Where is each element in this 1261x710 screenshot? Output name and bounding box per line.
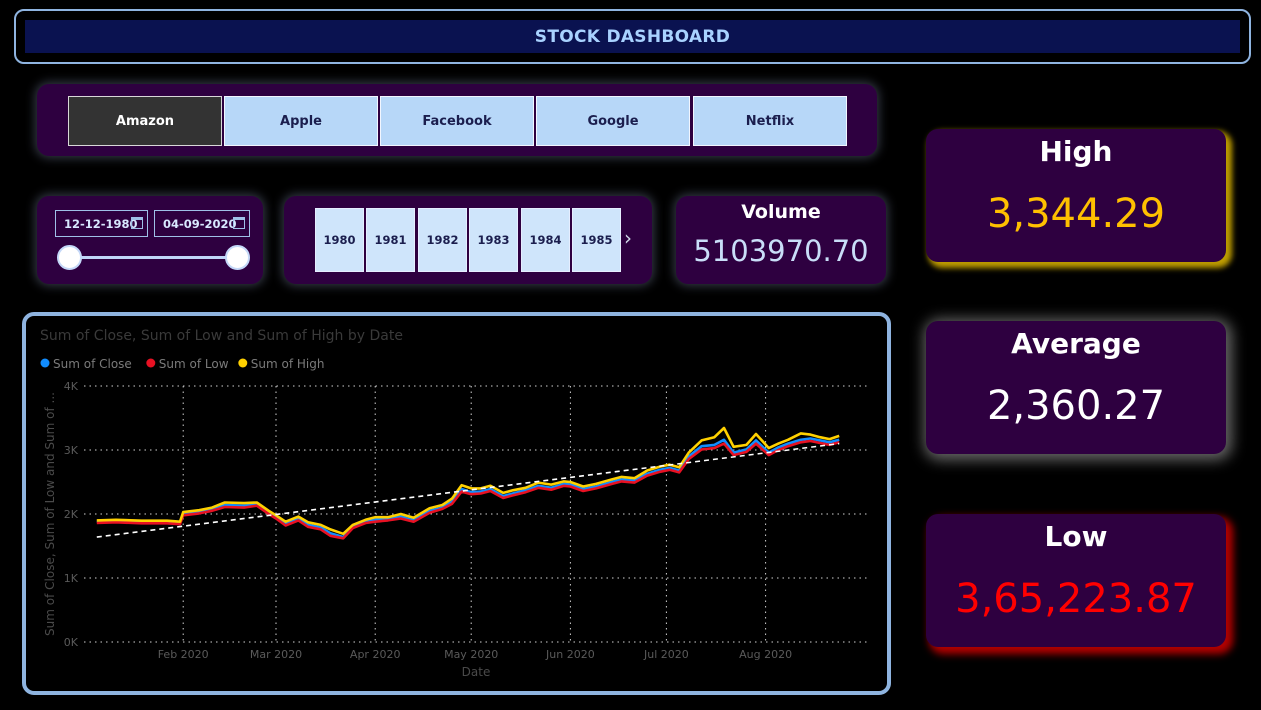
- x-tick-label: Aug 2020: [739, 648, 792, 661]
- slider-start-handle[interactable]: [57, 245, 82, 270]
- line-chart-visual[interactable]: Sum of Close, Sum of Low and Sum of High…: [22, 312, 891, 695]
- x-axis-title: Date: [462, 665, 491, 679]
- header-banner: STOCK DASHBOARD: [25, 20, 1240, 53]
- company-button-facebook[interactable]: Facebook: [380, 96, 534, 146]
- year-button[interactable]: 1981: [366, 208, 415, 272]
- year-button[interactable]: 1980: [315, 208, 364, 272]
- series-line: [96, 439, 840, 540]
- volume-label: Volume: [741, 201, 821, 223]
- chevron-right-icon[interactable]: ›: [624, 226, 632, 250]
- chart-title: Sum of Close, Sum of Low and Sum of High…: [40, 328, 403, 344]
- page-title: STOCK DASHBOARD: [534, 26, 731, 47]
- year-button[interactable]: 1982: [418, 208, 467, 272]
- y-tick-label: 0K: [64, 636, 79, 649]
- x-tick-label: Mar 2020: [250, 648, 302, 661]
- series-line: [96, 426, 840, 536]
- y-tick-label: 2K: [64, 508, 79, 521]
- average-card: Average 2,360.27: [926, 321, 1226, 454]
- year-button[interactable]: 1984: [521, 208, 570, 272]
- low-card: Low 3,65,223.87: [926, 514, 1226, 647]
- low-value: 3,65,223.87: [955, 576, 1197, 622]
- legend-marker: [146, 358, 156, 368]
- y-tick-label: 1K: [64, 572, 79, 585]
- average-value: 2,360.27: [986, 383, 1166, 429]
- start-date-field[interactable]: 12-12-1980: [55, 210, 148, 237]
- company-button-amazon[interactable]: Amazon: [68, 96, 222, 146]
- high-value: 3,344.29: [986, 191, 1166, 237]
- company-button-google[interactable]: Google: [536, 96, 690, 146]
- y-axis-title: Sum of Close, Sum of Low and Sum of ...: [43, 392, 57, 636]
- date-range-slicer: 12-12-1980 04-09-2020: [37, 196, 263, 284]
- volume-value: 5103970.70: [693, 234, 869, 268]
- y-tick-label: 4K: [64, 380, 79, 393]
- legend-label: Sum of Close: [53, 357, 132, 371]
- year-slicer: 1980 1981 1982 1983 1984 1985 ›: [284, 196, 652, 284]
- date-slider-track[interactable]: [70, 256, 238, 259]
- end-date-field[interactable]: 04-09-2020: [154, 210, 250, 237]
- line-chart: Sum of Close, Sum of Low and Sum of High…: [40, 328, 868, 679]
- high-card: High 3,344.29: [926, 129, 1226, 262]
- header-bar: STOCK DASHBOARD: [14, 9, 1251, 64]
- legend-marker: [238, 358, 248, 368]
- legend-marker: [40, 358, 50, 368]
- volume-card: Volume 5103970.70: [676, 196, 886, 284]
- x-tick-label: Feb 2020: [158, 648, 209, 661]
- high-label: High: [1039, 135, 1113, 168]
- y-tick-label: 3K: [64, 444, 79, 457]
- x-tick-label: May 2020: [444, 648, 498, 661]
- year-button[interactable]: 1983: [469, 208, 518, 272]
- start-date-value: 12-12-1980: [64, 216, 138, 231]
- company-button-apple[interactable]: Apple: [224, 96, 378, 146]
- calendar-icon[interactable]: [131, 217, 143, 229]
- company-slicer: Amazon Apple Facebook Google Netflix: [37, 84, 877, 156]
- company-button-netflix[interactable]: Netflix: [693, 96, 847, 146]
- x-tick-label: Jun 2020: [545, 648, 595, 661]
- trend-line: [96, 442, 840, 538]
- x-tick-label: Apr 2020: [350, 648, 401, 661]
- low-label: Low: [1044, 520, 1108, 553]
- legend-label: Sum of High: [251, 357, 325, 371]
- legend-label: Sum of Low: [159, 357, 229, 371]
- slider-end-handle[interactable]: [225, 245, 250, 270]
- average-label: Average: [1011, 327, 1141, 360]
- x-tick-label: Jul 2020: [643, 648, 689, 661]
- year-button[interactable]: 1985: [572, 208, 621, 272]
- end-date-value: 04-09-2020: [163, 216, 237, 231]
- calendar-icon[interactable]: [233, 217, 245, 229]
